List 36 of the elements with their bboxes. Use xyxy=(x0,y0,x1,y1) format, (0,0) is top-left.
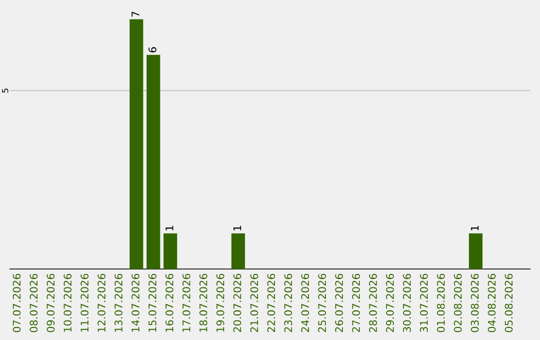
x-tick-label: 23.07.2026 xyxy=(284,274,292,332)
x-tick-label: 15.07.2026 xyxy=(148,274,156,332)
x-tick-label: 24.07.2026 xyxy=(301,274,310,332)
data-label: 6 xyxy=(148,47,156,52)
x-tick-label: 25.07.2026 xyxy=(318,274,326,332)
x-tick-label: 16.07.2026 xyxy=(165,274,174,332)
x-tick-label: 21.07.2026 xyxy=(250,274,258,332)
x-tick-label: 17.07.2026 xyxy=(182,274,190,332)
x-tick-label: 05.08.2026 xyxy=(504,274,513,332)
x-tick-label: 10.07.2026 xyxy=(64,274,72,332)
x-tick-label: 29.07.2026 xyxy=(386,274,394,332)
x-tick-label: 31.07.2026 xyxy=(420,274,428,332)
data-label: 7 xyxy=(132,12,140,17)
x-tick-label: 14.07.2026 xyxy=(132,274,140,332)
data-label: 1 xyxy=(233,226,242,230)
x-tick-label: 20.07.2026 xyxy=(233,274,242,332)
x-tick-label: 12.07.2026 xyxy=(98,274,106,332)
ref-line-label: 5 xyxy=(2,88,8,93)
x-tick-label: 13.07.2026 xyxy=(114,274,122,332)
x-tick-label: 01.08.2026 xyxy=(436,274,445,332)
x-tick-label: 28.07.2026 xyxy=(369,274,377,332)
data-label: 1 xyxy=(166,226,174,230)
x-tick-label: 02.08.2026 xyxy=(454,274,462,332)
x-tick-label: 27.07.2026 xyxy=(352,274,360,332)
x-tick-label: 09.07.2026 xyxy=(46,274,55,332)
data-label: 1 xyxy=(470,226,479,230)
x-tick-label: 07.07.2026 xyxy=(12,274,21,332)
x-tick-label: 22.07.2026 xyxy=(267,274,276,332)
x-tick-label: 08.07.2026 xyxy=(30,274,38,332)
x-tick-label: 19.07.2026 xyxy=(216,274,224,332)
x-tick-label: 04.08.2026 xyxy=(488,274,496,332)
x-tick-label: 03.08.2026 xyxy=(470,274,479,332)
x-tick-label: 11.07.2026 xyxy=(80,274,89,332)
x-tick-label: 26.07.2026 xyxy=(335,274,344,332)
x-tick-label: 18.07.2026 xyxy=(199,274,208,332)
x-tick-label: 30.07.2026 xyxy=(402,274,411,332)
